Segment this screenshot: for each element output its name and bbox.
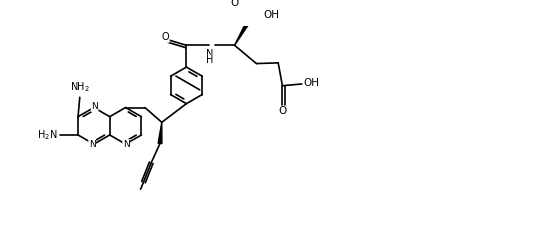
Text: N: N: [89, 140, 96, 149]
Text: O: O: [162, 32, 169, 42]
Text: N: N: [123, 140, 130, 149]
Polygon shape: [235, 21, 250, 45]
Polygon shape: [158, 122, 162, 144]
Text: OH: OH: [264, 10, 280, 20]
Text: NH$_2$: NH$_2$: [70, 80, 90, 94]
Text: H: H: [206, 55, 213, 65]
Text: H$_2$N: H$_2$N: [37, 128, 58, 142]
Text: O: O: [278, 106, 287, 116]
Text: N: N: [206, 49, 213, 59]
Text: OH: OH: [304, 78, 320, 88]
Text: N: N: [91, 102, 98, 111]
Text: O: O: [230, 0, 239, 8]
